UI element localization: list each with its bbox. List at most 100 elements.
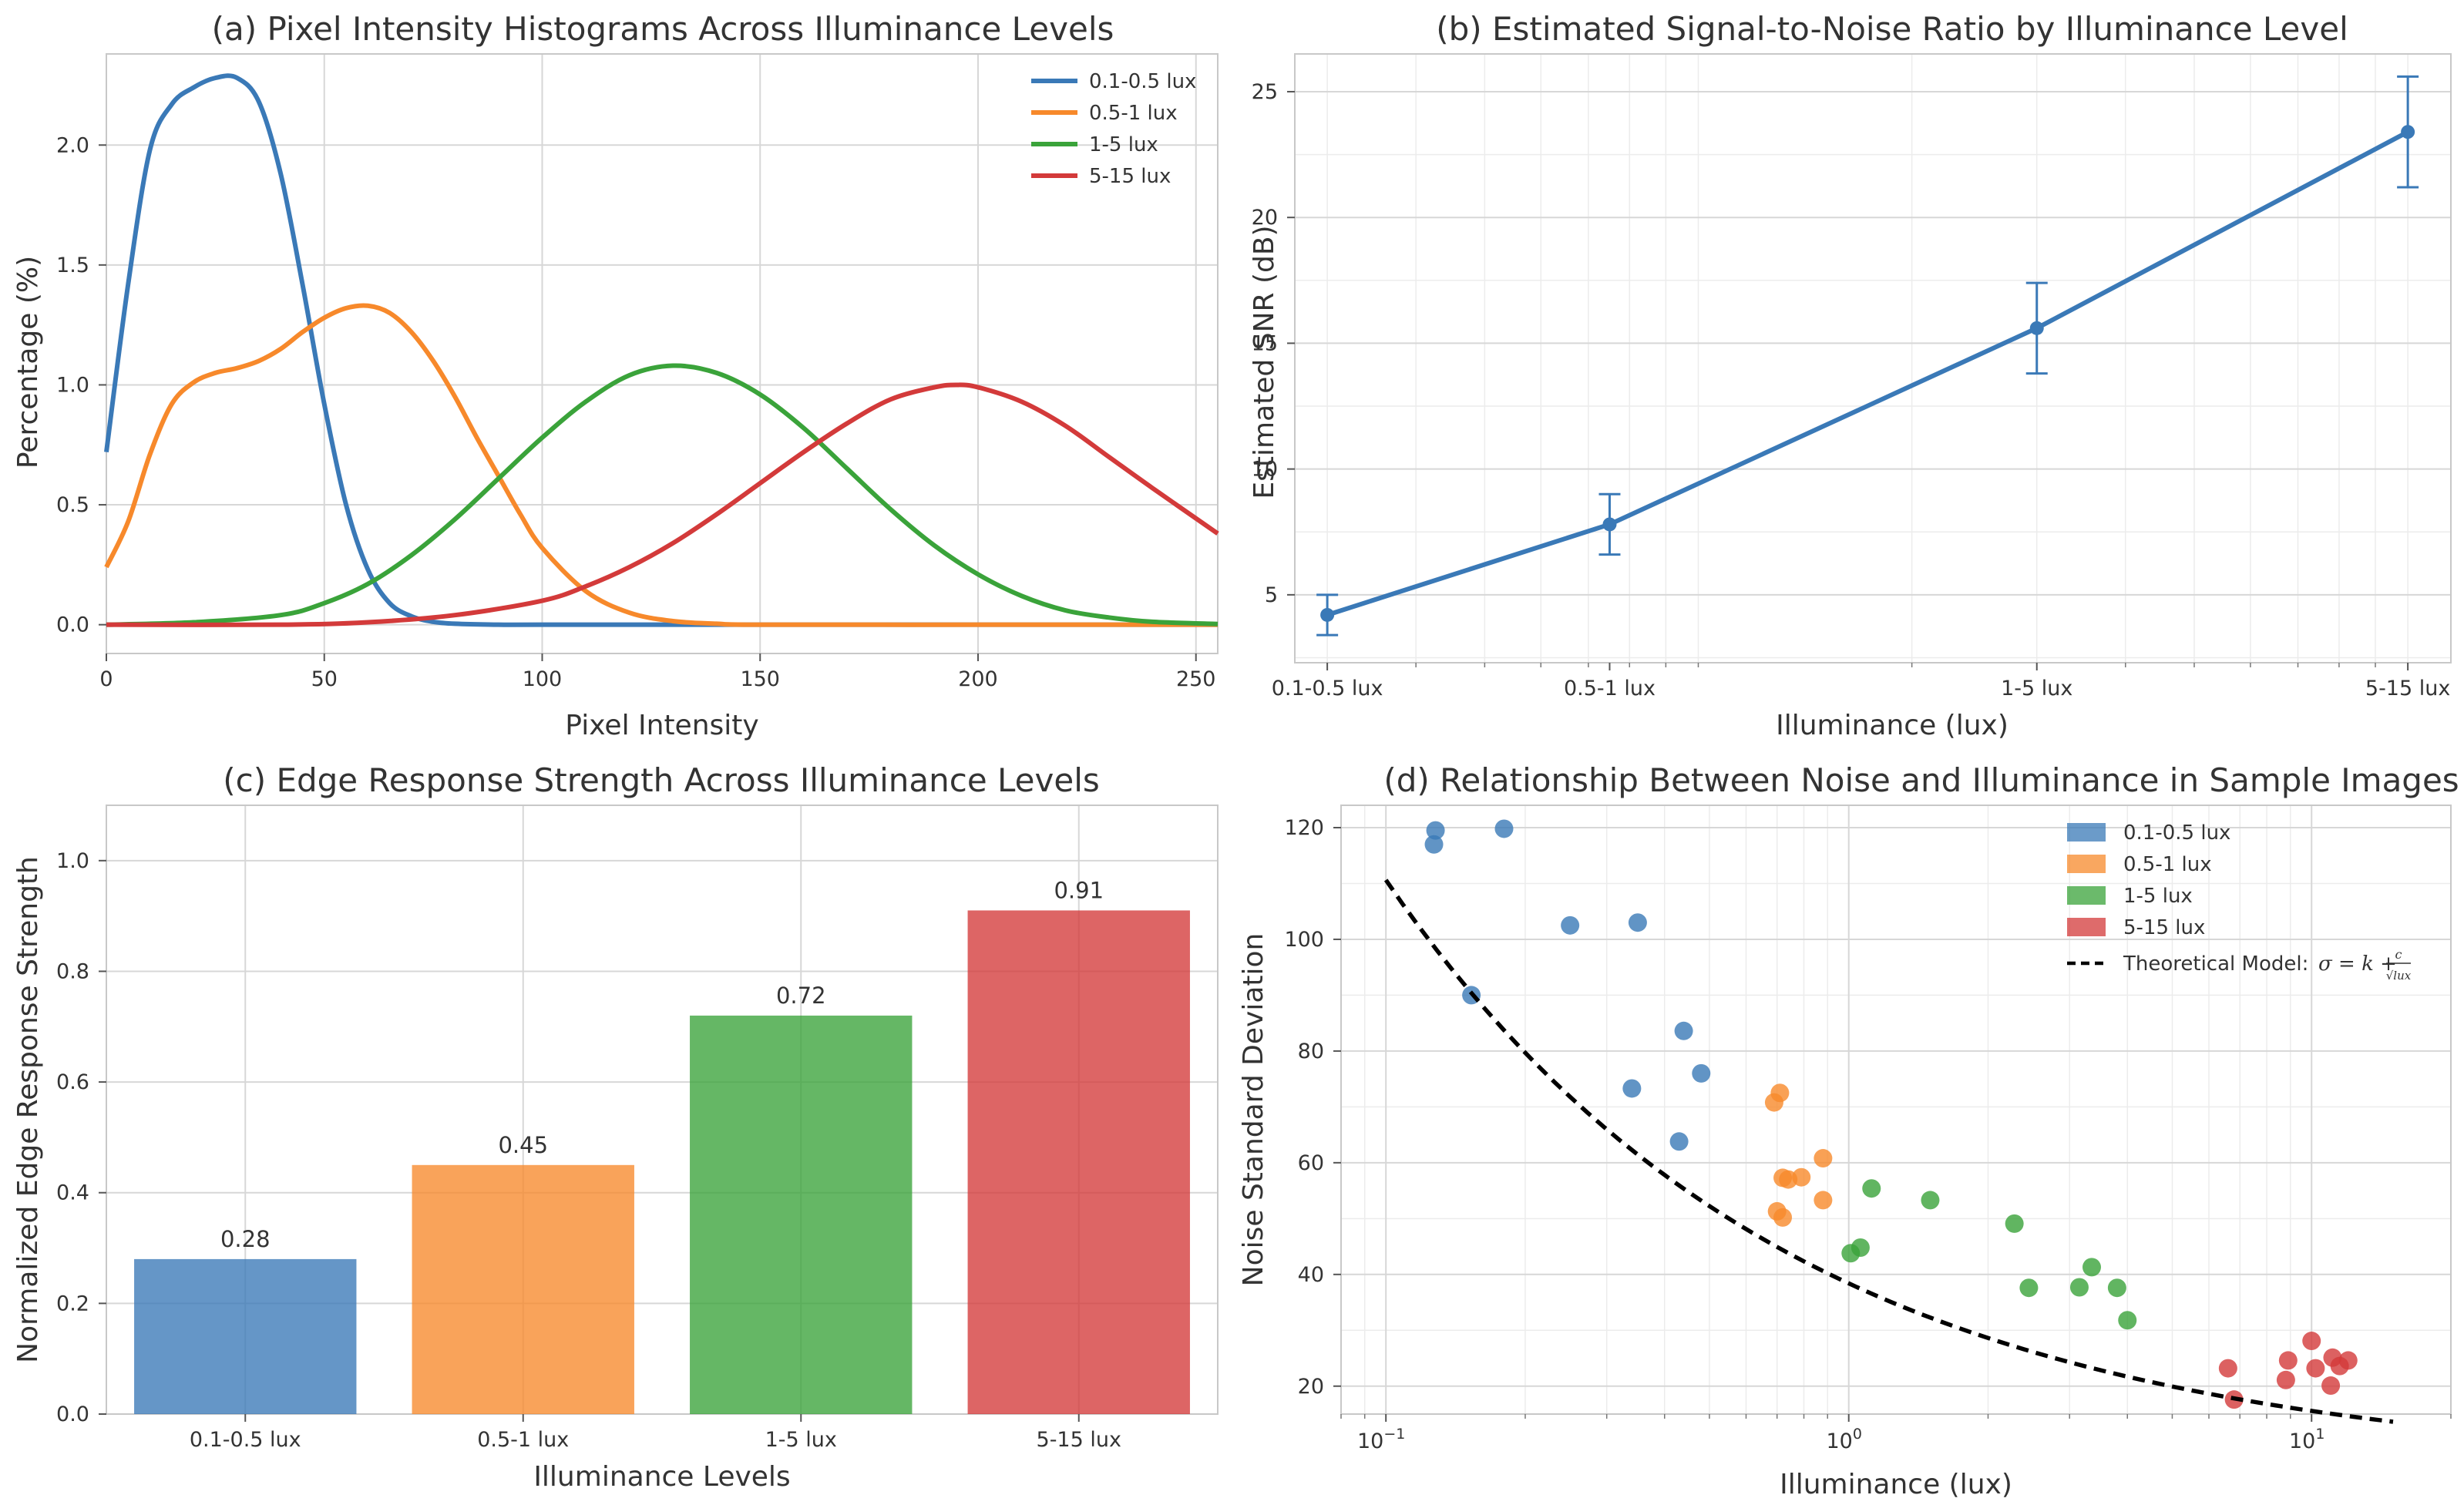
tick-label-x: 5-15 lux	[1037, 1428, 1121, 1452]
tick-label-y: 10	[1252, 458, 1278, 482]
panel-d-title: (d) Relationship Between Noise and Illum…	[1383, 761, 2459, 799]
snr-point	[2029, 321, 2044, 335]
tick-label-x: 5-15 lux	[2365, 677, 2450, 700]
panel-b-title: (b) Estimated Signal-to-Noise Ratio by I…	[1436, 10, 2348, 48]
panel-b-grid	[1295, 54, 2451, 663]
series-line-4	[106, 382, 1219, 627]
tick-label-y: 15	[1252, 331, 1278, 355]
bar-4	[967, 910, 1190, 1414]
panel-a-legend: 0.1-0.5 lux 0.5-1 lux 1-5 lux 5-15 lux	[1031, 70, 1196, 188]
scatter-point-4	[2321, 1376, 2341, 1396]
bar-value-label: 0.72	[776, 983, 826, 1009]
panel-c: (c) Edge Response Strength Across Illumi…	[12, 761, 1219, 1493]
formula-sigma: σ = k +	[2318, 952, 2397, 976]
panel-b-ticks: 5 10 15 20 25 0.1-0.5 lux 0.5-1 lux 1-5 lux 5-15…	[1252, 80, 2451, 700]
scatter-point-3	[2082, 1258, 2102, 1277]
panel-b-plot	[1316, 75, 2419, 637]
scatter-point-3	[2069, 1278, 2089, 1297]
legend-label-a-1: 0.1-0.5 lux	[1089, 70, 1196, 93]
tick-label-y: 0.0	[56, 1403, 89, 1426]
snr-point	[2401, 125, 2415, 139]
tick-label-y: 0.4	[56, 1181, 89, 1205]
scatter-point-1	[1674, 1021, 1693, 1040]
legend-label-a-3: 1-5 lux	[1089, 133, 1158, 156]
scatter-point-4	[2278, 1351, 2298, 1370]
scatter-point-4	[2338, 1351, 2358, 1370]
panel-a-lines	[104, 73, 1219, 627]
legend-label-d-model: Theoretical Model:	[2123, 952, 2308, 976]
tick-label-y: 0.6	[56, 1070, 89, 1094]
panel-a-ylabel: Percentage (%)	[12, 256, 44, 469]
scatter-point-1	[1494, 819, 1514, 838]
tick-label-y: 0.0	[56, 613, 89, 637]
tick-label-x: 1-5 lux	[2001, 677, 2072, 700]
snr-point	[1320, 607, 1335, 622]
bar-2	[412, 1164, 634, 1414]
bar-1	[134, 1258, 357, 1414]
series-line-3	[106, 363, 1219, 627]
tick-label-x: 0	[99, 667, 113, 691]
panel-b-xlabel: Illuminance (lux)	[1776, 710, 2009, 741]
scatter-point-4	[2306, 1359, 2325, 1378]
tick-label-y: 0.8	[56, 959, 89, 983]
panel-c-bars: 0.28 0.45 0.72 0.91	[134, 877, 1190, 1414]
tick-label-x: 250	[1176, 667, 1216, 691]
tick-label-exponent: 0	[1853, 1426, 1862, 1443]
tick-label-x: 100	[523, 667, 563, 691]
bar-value-label: 0.28	[220, 1226, 271, 1252]
tick-label-y: 0.5	[56, 493, 89, 517]
panel-c-title: (c) Edge Response Strength Across Illumi…	[223, 761, 1100, 799]
tick-label-y: 120	[1284, 816, 1324, 840]
series-line-1	[104, 73, 1218, 627]
tick-label-x: 50	[311, 667, 338, 691]
scatter-point-3	[2019, 1278, 2039, 1298]
tick-label-x: 101	[2289, 1426, 2324, 1453]
legend-swatch-d-3	[2067, 886, 2106, 905]
tick-label-y: 80	[1298, 1040, 1324, 1063]
tick-label-y: 2.0	[56, 133, 89, 157]
tick-label-y: 20	[1298, 1375, 1324, 1399]
scatter-point-3	[1921, 1191, 1940, 1210]
legend-swatch-d-4	[2067, 918, 2106, 936]
scatter-point-1	[1424, 835, 1444, 854]
scatter-point-4	[2276, 1370, 2295, 1389]
legend-swatch-d-2	[2067, 855, 2106, 873]
scatter-point-1	[1561, 915, 1580, 935]
scatter-point-1	[1628, 913, 1647, 932]
legend-label-d-2: 0.5-1 lux	[2123, 853, 2212, 876]
panel-a-title: (a) Pixel Intensity Histograms Across Il…	[212, 10, 1114, 48]
panel-d-legend: 0.1-0.5 lux 0.5-1 lux 1-5 lux 5-15 lux T…	[2067, 821, 2412, 983]
panel-d: (d) Relationship Between Noise and Illum…	[1238, 761, 2459, 1500]
model-formula: σ = k + c √lux	[2318, 947, 2412, 983]
scatter-point-2	[1814, 1149, 1833, 1168]
panel-a-ticks: 0 50 100 150 200 250 0.0 0.5 1.0 1.5 2.0	[56, 133, 1215, 691]
tick-label-x: 1-5 lux	[765, 1428, 837, 1452]
panel-b: (b) Estimated Signal-to-Noise Ratio by I…	[1249, 10, 2452, 741]
scatter-point-4	[2302, 1332, 2321, 1351]
panel-a-frame	[106, 53, 1219, 654]
bar-value-label: 0.45	[498, 1132, 548, 1158]
legend-label-a-2: 0.5-1 lux	[1089, 102, 1178, 125]
panel-d-plot	[1383, 819, 2394, 1424]
theoretical-model-curve	[1383, 878, 2394, 1424]
legend-swatch-d-1	[2067, 823, 2106, 842]
tick-label-y: 25	[1252, 80, 1278, 104]
tick-label-y: 1.5	[56, 254, 89, 277]
legend-label-d-1: 0.1-0.5 lux	[2123, 821, 2230, 845]
scatter-point-2	[1773, 1208, 1793, 1227]
panel-c-xlabel: Illuminance Levels	[533, 1461, 790, 1493]
scatter-point-3	[2107, 1278, 2126, 1298]
tick-label-x: 150	[740, 667, 780, 691]
panel-b-ylabel: Estimated SNR (dB)	[1249, 225, 1280, 499]
scatter-point-3	[2005, 1214, 2024, 1233]
panel-c-ylabel: Normalized Edge Response Strength	[12, 856, 44, 1363]
scatter-point-4	[2218, 1359, 2237, 1378]
tick-label-y: 20	[1252, 206, 1278, 230]
tick-label-y: 60	[1298, 1151, 1324, 1175]
panel-b-frame	[1294, 53, 2452, 663]
panel-c-frame	[106, 805, 1219, 1415]
scatter-point-1	[1622, 1079, 1642, 1098]
legend-label-a-4: 5-15 lux	[1089, 165, 1171, 188]
scatter-point-2	[1792, 1167, 1811, 1187]
bar-value-label: 0.91	[1054, 877, 1104, 903]
